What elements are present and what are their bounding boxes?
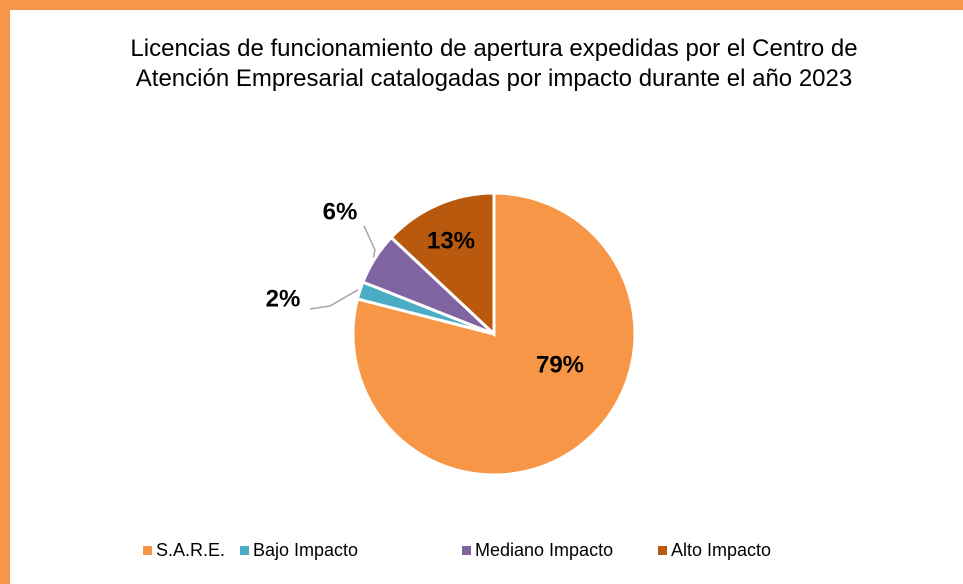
data-label: 2%: [266, 285, 301, 312]
data-label: 79%: [536, 351, 584, 378]
data-label: 6%: [323, 198, 358, 225]
leader-line: [309, 289, 359, 310]
data-label: 13%: [427, 227, 475, 254]
pie-slice: [389, 191, 496, 338]
leader-line: [363, 225, 376, 258]
legend-label: Mediano Impacto: [475, 540, 613, 560]
legend-swatch: [240, 546, 249, 555]
legend-label: Alto Impacto: [671, 540, 771, 560]
legend-label: S.A.R.E.: [156, 540, 225, 560]
chart-title: Licencias de funcionamiento de apertura …: [130, 35, 858, 92]
legend-swatch: [462, 546, 471, 555]
legend-swatch: [143, 546, 152, 555]
legend-swatch: [658, 546, 667, 555]
legend-label: Bajo Impacto: [253, 540, 358, 560]
